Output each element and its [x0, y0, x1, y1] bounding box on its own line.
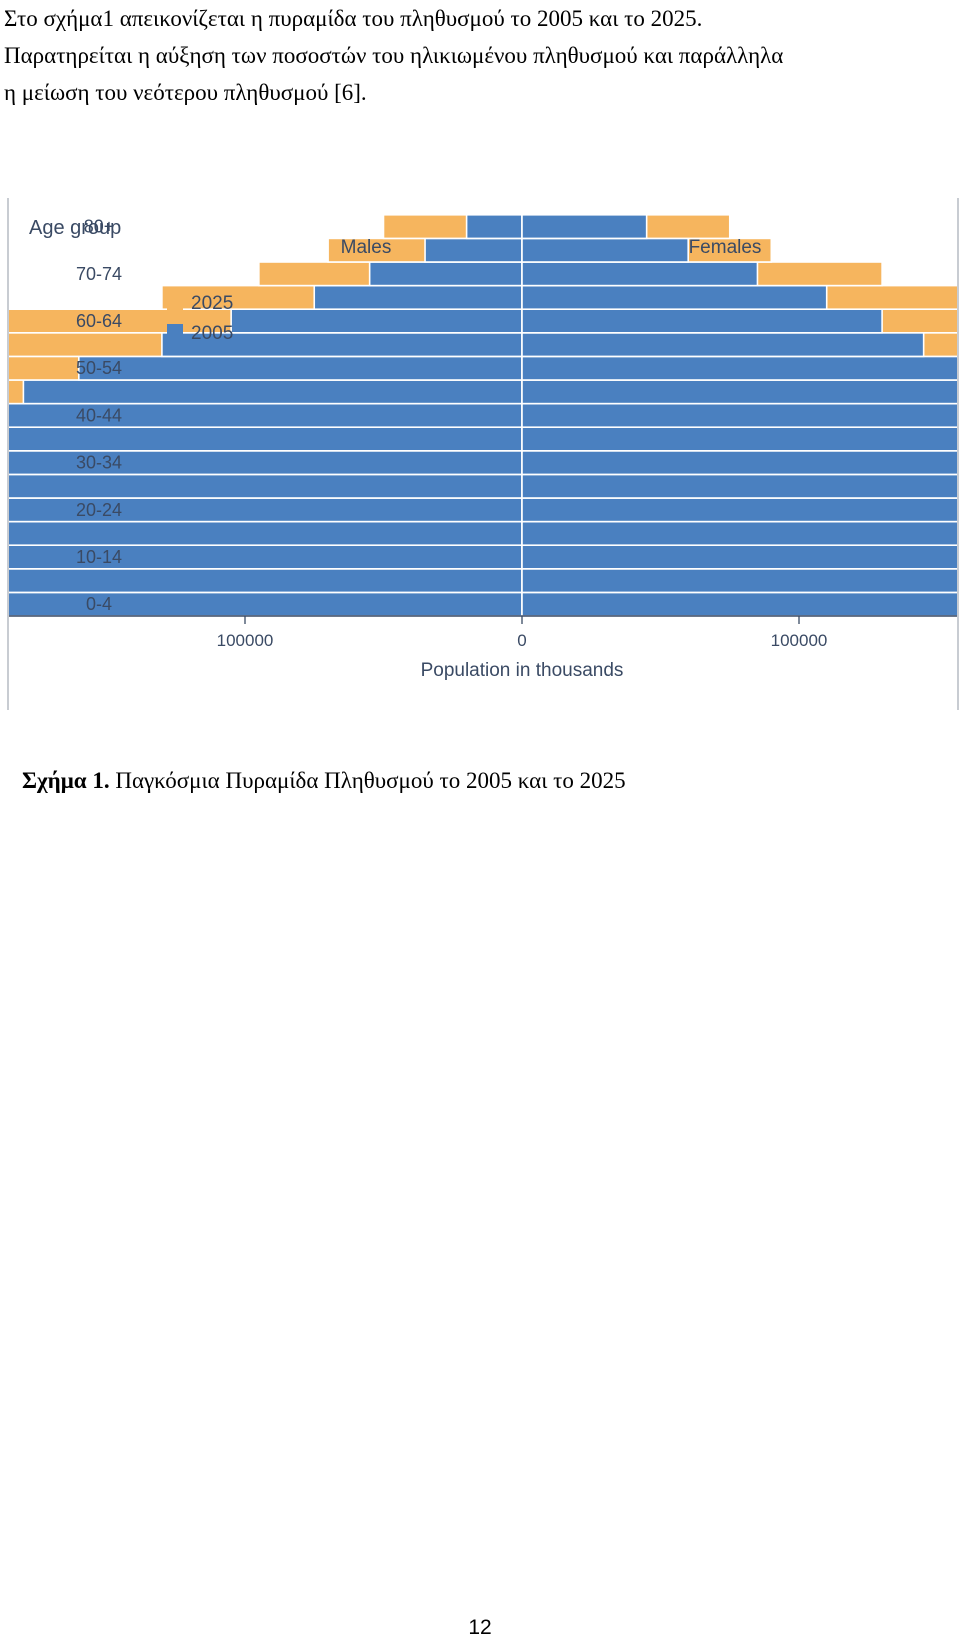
bar-males-2005-45-49 [22, 379, 523, 405]
y-tick-label: 60-64 [76, 311, 122, 331]
population-pyramid-figure: 4000003000002000001000000100000200000300… [7, 198, 959, 710]
y-axis-title: Age group [29, 217, 121, 239]
bar-females-2005-55-59 [521, 332, 925, 358]
legend-swatch-2025 [167, 294, 183, 310]
y-tick-label: 20-24 [76, 500, 122, 520]
bar-females-2005-70-74 [521, 261, 759, 287]
page-number: 12 [468, 1616, 492, 1639]
bar-females-2005-0-4 [521, 591, 957, 617]
y-tick-label: 10-14 [76, 547, 122, 567]
intro-line-3: η μείωση του νεότερου πληθυσμού [6]. [4, 80, 367, 105]
y-tick-label: 0-4 [86, 594, 112, 614]
bar-males-2005-80+ [465, 213, 523, 240]
males-label: Males [341, 237, 392, 258]
y-tick-label: 30-34 [76, 453, 122, 473]
bar-females-2005-45-49 [521, 379, 957, 405]
legend-label-2005: 2005 [191, 323, 233, 344]
bar-females-2005-15-19 [521, 520, 957, 547]
bar-females-2005-65-69 [521, 284, 828, 310]
bar-males-2005-75-79 [424, 237, 523, 263]
x-tick-label: 100000 [217, 631, 274, 650]
population-pyramid-chart: 4000003000002000001000000100000200000300… [9, 213, 957, 681]
bar-females-2005-75-79 [521, 237, 689, 263]
legend-label-2025: 2025 [191, 293, 233, 314]
bar-males-2005-70-74 [368, 261, 523, 287]
x-tick-label: 0 [517, 631, 526, 650]
bar-males-2005-35-39 [9, 426, 523, 452]
bar-females-2005-30-34 [521, 450, 957, 476]
bar-females-2005-10-14 [521, 544, 957, 570]
y-tick-label: 80+ [84, 217, 115, 237]
bar-males-2005-5-9 [9, 567, 523, 594]
caption-text: Παγκόσμια Πυραμίδα Πληθυσμού το 2005 και… [115, 768, 626, 793]
legend-swatch-2005 [167, 324, 183, 340]
figure-caption: Σχήμα 1. Παγκόσμια Πυραμίδα Πληθυσμού το… [22, 768, 626, 794]
bar-females-2005-25-29 [521, 473, 957, 499]
intro-line-1: Στο σχήμα1 απεικονίζεται η πυραμίδα του … [4, 6, 703, 31]
y-tick-label: 40-44 [76, 405, 122, 425]
bar-females-2005-35-39 [521, 426, 957, 452]
bar-males-2005-25-29 [9, 473, 523, 499]
bar-males-2005-65-69 [313, 284, 523, 310]
intro-line-2: Παρατηρείται η αύξηση των ποσοστών του η… [4, 43, 784, 68]
intro-paragraph: Στο σχήμα1 απεικονίζεται η πυραμίδα του … [4, 0, 954, 111]
y-tick-label: 50-54 [76, 358, 122, 378]
bar-males-2005-50-54 [78, 355, 523, 381]
bar-females-2005-40-44 [521, 402, 957, 429]
caption-label: Σχήμα 1. [22, 768, 110, 793]
bar-females-2005-5-9 [521, 567, 957, 594]
bar-males-2005-15-19 [9, 520, 523, 547]
bar-females-2005-50-54 [521, 355, 957, 381]
bar-females-2005-80+ [521, 213, 648, 240]
x-tick-label: 100000 [771, 631, 828, 650]
bar-males-2005-60-64 [230, 308, 523, 334]
y-tick-label: 70-74 [76, 264, 122, 284]
bar-females-2005-60-64 [521, 308, 883, 334]
x-axis-title: Population in thousands [421, 660, 624, 681]
females-label: Females [689, 237, 762, 258]
bar-females-2005-20-24 [521, 497, 957, 523]
